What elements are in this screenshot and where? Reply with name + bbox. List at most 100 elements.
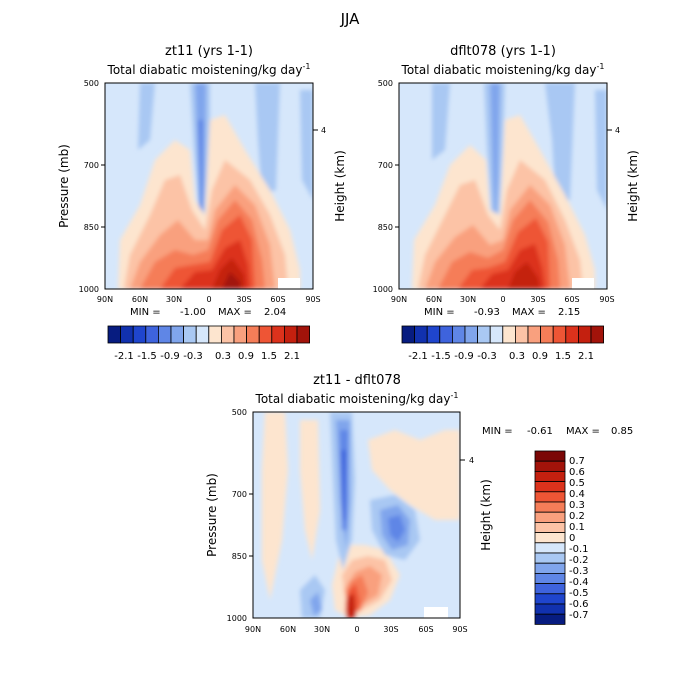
contour-pos-8: [222, 272, 240, 289]
colorbar: [401, 325, 605, 344]
colorbar-label: -0.5: [569, 588, 589, 599]
colorbar-label: -0.1: [569, 544, 589, 555]
y-tick-label: 1000: [227, 614, 247, 623]
colorbar-swatch: [477, 325, 491, 344]
y-axis-label: Pressure (mb): [57, 144, 71, 228]
max-label: MAX =: [566, 426, 600, 437]
colorbar-label: 0.2: [569, 511, 585, 522]
y2-tick-label: 4: [469, 456, 474, 465]
x-tick-label: 60N: [426, 295, 442, 304]
colorbar-swatch: [527, 325, 542, 344]
x-tick-label: 90N: [245, 625, 261, 634]
y-tick-label: 500: [232, 408, 247, 417]
y-tick-label: 500: [84, 79, 99, 88]
colorbar-swatch: [534, 562, 566, 574]
min-label: MIN =: [424, 307, 455, 318]
colorbar-labels: -2.1 -1.5 -0.9 -0.3 0.3 0.9 1.5 2.1: [408, 351, 594, 362]
heatmap-field: [253, 412, 460, 618]
panel-subtitle: Total diabatic moistening/kg day-1: [255, 391, 459, 406]
y-axis: 500 700 850 1000 Pressure (mb): [205, 408, 253, 623]
colorbar-label: -1.5: [431, 351, 451, 362]
colorbar-swatch: [534, 593, 566, 605]
colorbar-swatch: [120, 325, 134, 344]
y-tick-label: 700: [232, 490, 247, 499]
min-value: -0.61: [527, 426, 553, 437]
x-axis: 90N 60N 30N 0 30S 60S 90S: [391, 295, 615, 304]
heatmap-field: [105, 83, 313, 289]
y2-axis: 4 Height (km): [313, 126, 347, 222]
y2-axis: 4 Height (km): [460, 456, 493, 551]
colorbar-swatch: [489, 325, 504, 344]
colorbar-swatch: [565, 325, 579, 344]
colorbar-swatch: [296, 325, 311, 344]
colorbar-swatch: [439, 325, 453, 344]
colorbar-label: -1.5: [137, 351, 157, 362]
x-tick-label: 0: [500, 295, 505, 304]
colorbar-label: -0.9: [454, 351, 474, 362]
colorbar-swatch: [534, 491, 566, 503]
colorbar-swatch: [258, 325, 273, 344]
x-axis: 90N 60N 30N 0 30S 60S 90S: [245, 625, 468, 634]
colorbar-swatch: [107, 325, 122, 344]
colorbar-swatch: [233, 325, 248, 344]
colorbar-swatch: [578, 325, 592, 344]
missing-data-patch: [424, 607, 448, 618]
contour-neg-strat-3: [595, 90, 607, 210]
colorbar-label: 2.1: [284, 351, 300, 362]
colorbar-label: 0.9: [238, 351, 254, 362]
colorbar-label: 0.5: [569, 478, 585, 489]
max-value: 0.85: [611, 426, 633, 437]
colorbar-swatch: [534, 583, 566, 595]
contour-neg-strat-1: [432, 83, 450, 160]
min-label: MIN =: [130, 307, 161, 318]
colorbar-label: 0.6: [569, 467, 585, 478]
contour-neg-7: [388, 515, 405, 542]
colorbar-swatch: [246, 325, 260, 344]
colorbar-swatch: [534, 450, 566, 462]
y-axis-label: Pressure (mb): [205, 473, 219, 557]
colorbar-swatch: [534, 481, 566, 493]
colorbar-swatch: [534, 511, 566, 523]
colorbar-swatch: [534, 552, 566, 564]
colorbar-label: 0: [569, 533, 575, 544]
y-tick-label: 700: [84, 161, 99, 170]
colorbar: [534, 450, 566, 625]
colorbar-label: 0.3: [569, 500, 585, 511]
contour-pos-1: [262, 412, 288, 600]
colorbar-label: -2.1: [114, 351, 134, 362]
colorbar-label: -0.4: [569, 577, 589, 588]
x-tick-label: 60S: [418, 625, 433, 634]
colorbar-label: -0.9: [160, 351, 180, 362]
colorbar-label: 0.4: [569, 489, 585, 500]
colorbar-swatch: [208, 325, 222, 344]
colorbar-swatch: [464, 325, 479, 344]
x-tick-label: 30S: [383, 625, 398, 634]
y-tick-label: 1000: [373, 285, 393, 294]
colorbar-swatch: [534, 573, 566, 585]
missing-data-patch: [278, 278, 300, 289]
contour-neg-strat-2: [545, 83, 575, 205]
panel-dflt078: dflt078 (yrs 1-1) Total diabatic moisten…: [373, 44, 640, 362]
x-tick-label: 90S: [305, 295, 320, 304]
colorbar-swatch: [534, 522, 566, 534]
x-tick-label: 90N: [391, 295, 407, 304]
missing-data-patch: [572, 278, 594, 289]
colorbar-label: 0.7: [569, 456, 585, 467]
colorbar-swatch: [183, 325, 197, 344]
colorbar-label: -0.3: [569, 566, 589, 577]
colorbar-swatch: [590, 325, 605, 344]
colorbar-label: 1.5: [555, 351, 571, 362]
colorbar-labels: -2.1 -1.5 -0.9 -0.3 0.3 0.9 1.5 2.1: [114, 351, 300, 362]
panel-subtitle: Total diabatic moistening/kg day-1: [401, 62, 605, 77]
contour-neg-strat-3: [300, 90, 313, 200]
x-tick-label: 90N: [97, 295, 113, 304]
x-tick-label: 30N: [166, 295, 182, 304]
x-tick-label: 30S: [236, 295, 251, 304]
colorbar-swatch: [502, 325, 516, 344]
max-label: MAX =: [218, 307, 252, 318]
x-tick-label: 60S: [564, 295, 579, 304]
plot-frame: [252, 411, 461, 619]
colorbar-label: -0.6: [569, 599, 589, 610]
contour-neg-4: [341, 450, 346, 520]
